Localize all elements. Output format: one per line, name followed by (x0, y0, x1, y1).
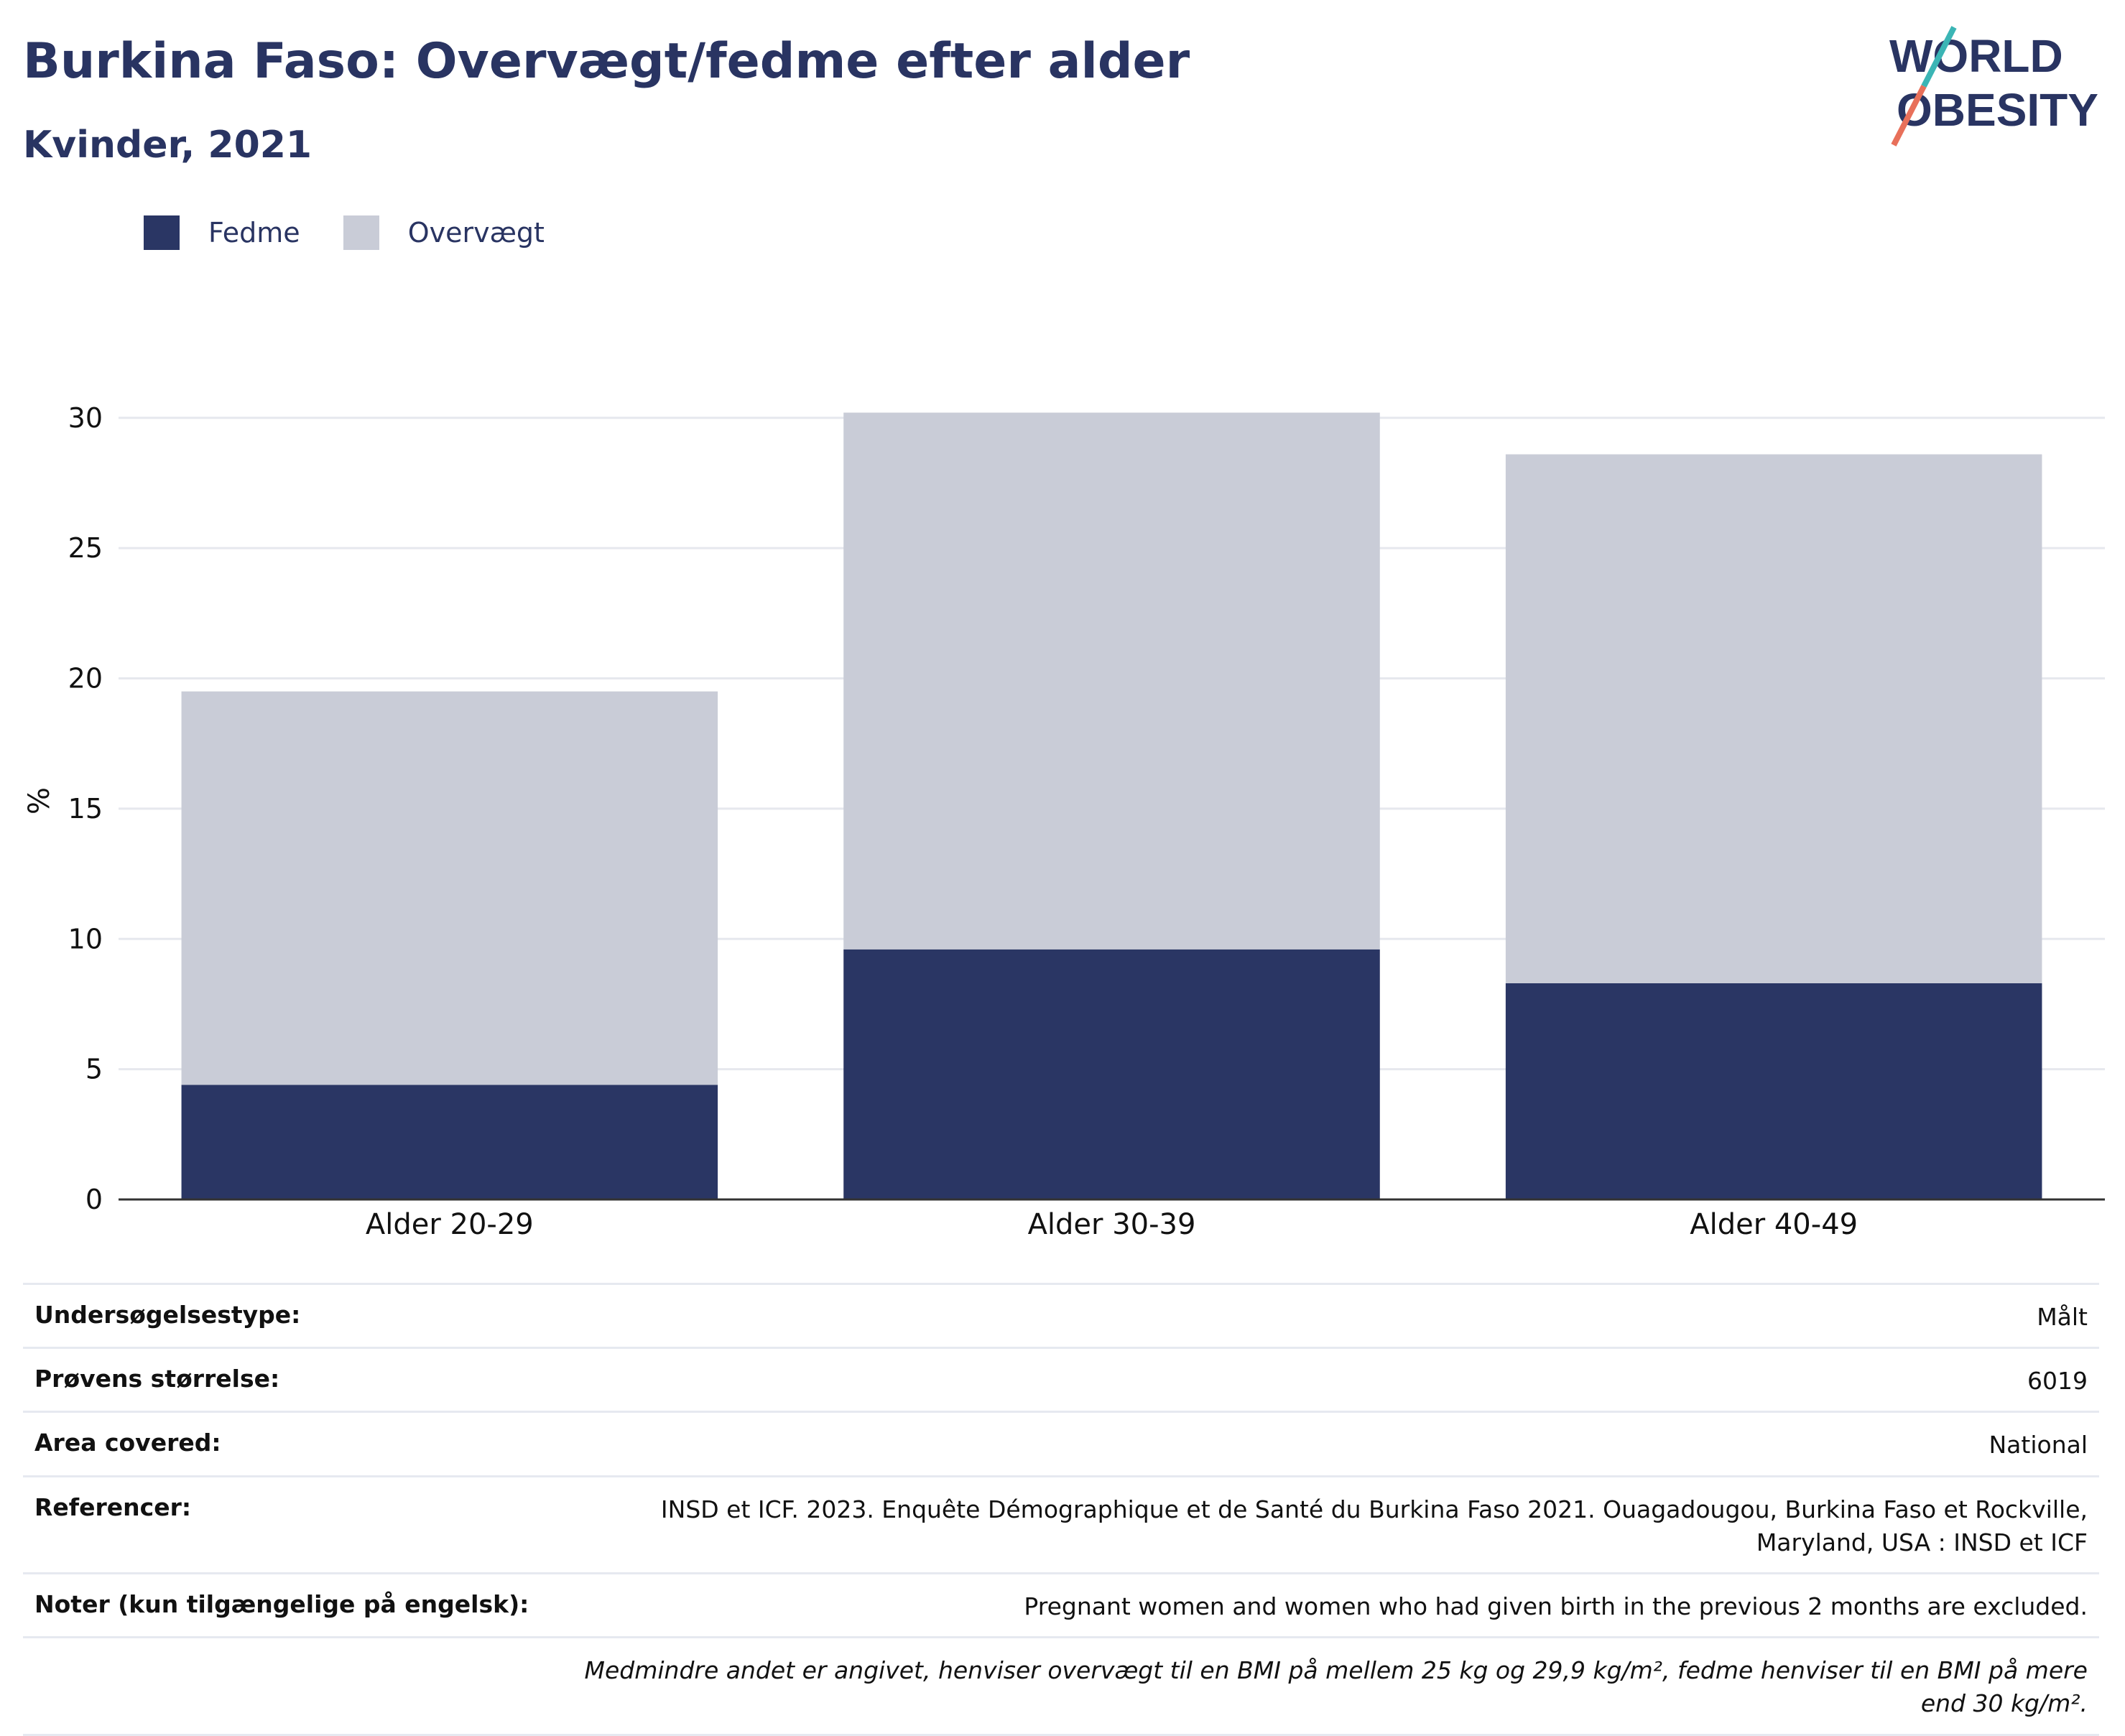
legend-swatch-overvaegt (343, 215, 379, 250)
y-tick-label: 15 (68, 793, 103, 825)
info-value: Målt (2037, 1303, 2088, 1331)
info-label: Area covered: (34, 1429, 221, 1457)
info-footnote: Medmindre andet er angivet, henviser ove… (584, 1656, 2088, 1718)
info-row-notes: Noter (kun tilgængelige på engelsk): Pre… (23, 1572, 2099, 1636)
info-table: Undersøgelsestype: Målt Prøvens størrels… (23, 1283, 2099, 1736)
x-tick-label: Alder 20-29 (366, 1208, 534, 1241)
info-value: 6019 (2027, 1367, 2088, 1396)
info-label: Noter (kun tilgængelige på engelsk): (34, 1589, 529, 1618)
info-row-footnote: Medmindre andet er angivet, henviser ove… (23, 1636, 2099, 1736)
y-tick-label: 5 (85, 1054, 103, 1085)
legend-label-fedme: Fedme (208, 217, 300, 249)
info-label: Prøvens størrelse: (34, 1365, 280, 1393)
info-row-sample-size: Prøvens størrelse: 6019 (23, 1347, 2099, 1411)
bar-overvaegt (843, 412, 1380, 950)
info-value: National (1989, 1431, 2088, 1459)
bar-fedme (843, 949, 1380, 1199)
bar-fedme (1505, 983, 2042, 1199)
info-value: Pregnant women and women who had given b… (1024, 1592, 2088, 1620)
info-row-survey-type: Undersøgelsestype: Målt (23, 1283, 2099, 1347)
bar-fedme (181, 1085, 718, 1199)
info-row-area-covered: Area covered: National (23, 1411, 2099, 1475)
y-tick-label: 25 (68, 532, 103, 564)
info-label: Referencer: (34, 1493, 192, 1521)
info-label: Undersøgelsestype: (34, 1301, 301, 1329)
legend: Fedme Overvægt (144, 213, 588, 253)
world-obesity-logo: WORLD OBESITY (1889, 26, 2098, 147)
y-tick-label: 30 (68, 402, 103, 434)
bar-overvaegt (1505, 454, 2042, 983)
y-axis-label: % (23, 787, 56, 814)
y-tick-label: 0 (85, 1184, 103, 1215)
x-tick-label: Alder 30-39 (1028, 1208, 1196, 1241)
bar-overvaegt (181, 691, 718, 1085)
legend-swatch-fedme (144, 215, 180, 250)
logo-slash-teal (1921, 26, 1957, 88)
chart-subtitle: Kvinder, 2021 (23, 124, 312, 167)
logo-line1: WORLD (1889, 30, 2063, 82)
x-tick-label: Alder 40-49 (1690, 1208, 1858, 1241)
legend-label-overvaegt: Overvægt (407, 217, 545, 249)
logo-slash-coral (1891, 85, 1927, 147)
chart-title: Burkina Faso: Overvægt/fedme efter alder (23, 33, 1190, 90)
logo-line2: OBESITY (1897, 84, 2098, 136)
y-tick-label: 10 (68, 923, 103, 955)
y-tick-label: 20 (68, 663, 103, 695)
info-row-references: Referencer: INSD et ICF. 2023. Enquête D… (23, 1475, 2099, 1572)
bar-chart: 0 5 10 15 20 25 30% Alder 20-29 Alder 30-39 Alder… (23, 402, 2105, 1241)
info-value: INSD et ICF. 2023. Enquête Démographique… (660, 1495, 2088, 1556)
legend-item-overvaegt[interactable]: Overvægt (343, 215, 545, 250)
legend-item-fedme[interactable]: Fedme (144, 215, 300, 250)
